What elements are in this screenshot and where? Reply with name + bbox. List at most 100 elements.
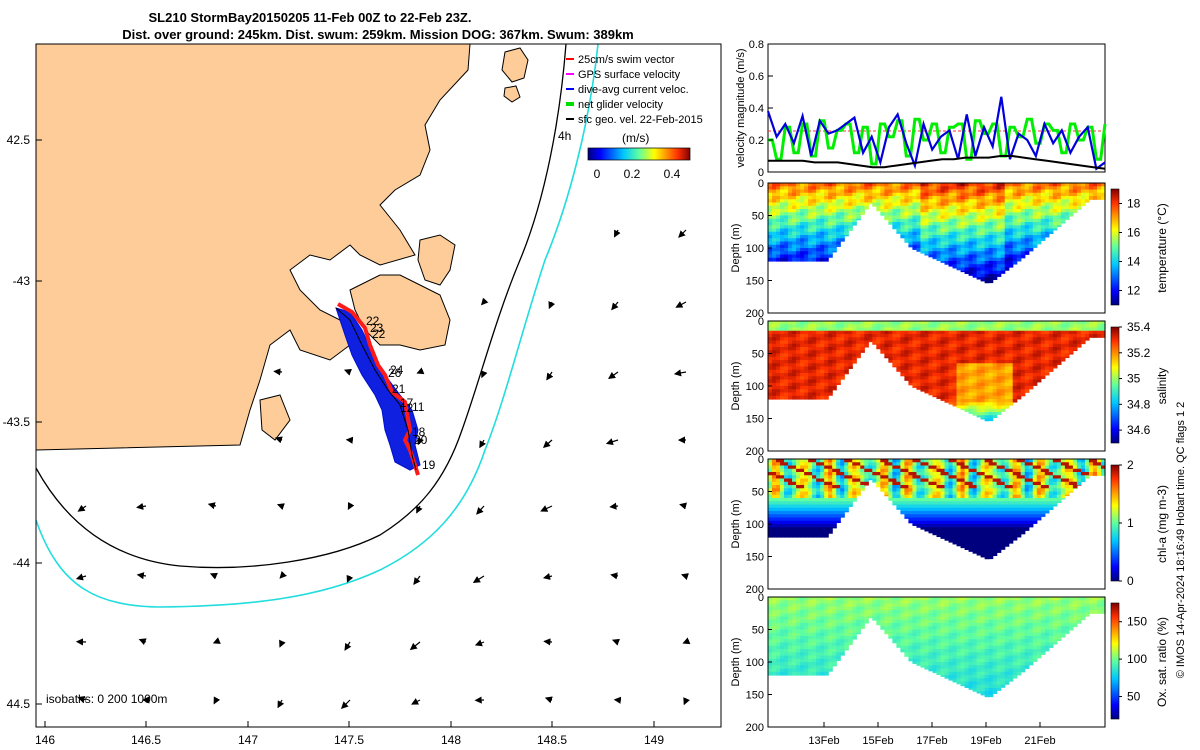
section-cell <box>1068 215 1074 217</box>
section-cell <box>936 468 942 473</box>
section-cell <box>996 222 1002 226</box>
section-cell <box>1060 189 1066 194</box>
section-cell <box>784 238 789 243</box>
section-cell <box>960 225 966 230</box>
section-cell <box>828 205 833 210</box>
section-cell <box>928 202 934 207</box>
section-cell <box>932 202 938 207</box>
section-cell <box>776 376 781 381</box>
section-cell <box>920 514 926 519</box>
section-cell <box>820 530 825 535</box>
section-cell <box>864 337 869 342</box>
section-cell <box>968 241 974 246</box>
section-cell <box>820 517 825 522</box>
section-cell <box>968 238 974 243</box>
section-cell <box>1012 186 1018 191</box>
section-cell <box>1040 366 1046 371</box>
section-cell <box>884 334 889 338</box>
section-cell <box>808 514 813 519</box>
section-cell <box>956 511 962 515</box>
section-cell <box>1000 366 1006 371</box>
section-cell <box>992 376 998 381</box>
current-arrow <box>611 638 620 646</box>
section-cell <box>788 511 793 515</box>
section-cell <box>1036 225 1042 230</box>
section-cell <box>1008 530 1014 535</box>
section-cell <box>824 507 829 512</box>
section-cell <box>972 267 978 272</box>
section-cell <box>924 327 930 332</box>
section-cell <box>984 264 990 269</box>
section-cell <box>776 257 781 262</box>
section-cell <box>924 350 930 355</box>
section-cell <box>832 183 837 187</box>
section-cell <box>784 462 789 467</box>
section-cell <box>828 199 833 204</box>
section-cell <box>952 395 958 400</box>
section-cell <box>808 366 813 371</box>
section-cell <box>1024 511 1030 515</box>
section-cell <box>1004 459 1010 463</box>
section-cell <box>820 382 825 387</box>
section-cell <box>796 238 801 243</box>
section-cell <box>904 485 910 489</box>
section-cell <box>1016 324 1022 329</box>
section-cell <box>1016 343 1022 348</box>
section-cell <box>960 543 966 548</box>
section-cell <box>1016 524 1022 528</box>
section-cell <box>796 504 801 509</box>
section-cell <box>840 199 845 204</box>
section-cell <box>776 199 781 204</box>
section-cell <box>1056 330 1062 335</box>
section-cell <box>908 468 914 473</box>
section-cell <box>896 183 901 187</box>
section-cell <box>920 353 926 358</box>
section-cell <box>820 251 825 256</box>
section-cell <box>800 183 805 187</box>
section-cell <box>936 379 942 384</box>
section-cell <box>772 485 777 489</box>
section-cell <box>1004 251 1010 256</box>
section-cell <box>956 504 962 509</box>
section-cell <box>848 494 853 499</box>
section-cell <box>968 353 974 358</box>
section-cell <box>780 504 785 509</box>
section-cell <box>808 196 813 200</box>
section-cell <box>956 514 962 519</box>
section-cell <box>1020 321 1026 325</box>
depth-tick-label: 50 <box>752 349 764 361</box>
section-cell <box>996 248 1002 252</box>
section-cell <box>868 321 873 325</box>
section-cell <box>924 504 930 509</box>
section-cell <box>824 524 829 528</box>
section-cell <box>804 488 809 493</box>
section-cell <box>920 343 926 348</box>
section-cell <box>916 199 922 204</box>
section-cell <box>796 485 801 489</box>
section-cell <box>924 520 930 525</box>
section-cell <box>976 209 982 213</box>
section-cell <box>952 527 958 532</box>
section-cell <box>968 379 974 384</box>
section-cell <box>820 485 825 489</box>
section-cell <box>772 340 777 345</box>
section-cell <box>900 183 906 187</box>
section-cell <box>924 468 930 473</box>
section-cell <box>776 501 781 506</box>
section-cell <box>1064 196 1070 200</box>
section-cell <box>1052 327 1058 332</box>
section-cell <box>848 485 853 489</box>
section-cell <box>1012 501 1018 506</box>
section-cell <box>964 202 970 207</box>
section-cell <box>940 485 946 489</box>
section-cell <box>768 527 773 532</box>
section-cell <box>1008 238 1014 243</box>
section-cell <box>944 231 950 236</box>
section-cell <box>988 212 994 217</box>
section-cell <box>1040 504 1046 509</box>
section-cell <box>856 334 861 338</box>
section-cell <box>872 340 877 345</box>
section-cell <box>948 248 954 252</box>
section-cell <box>888 337 893 342</box>
section-cell <box>960 472 966 476</box>
